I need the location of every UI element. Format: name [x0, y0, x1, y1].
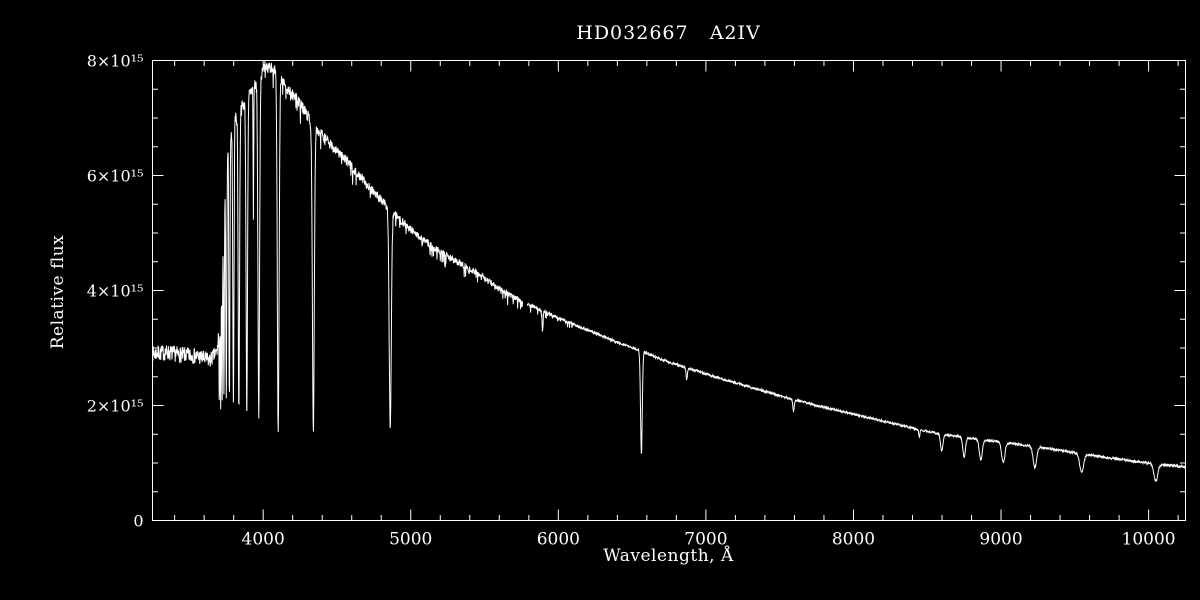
- y-tick-label: 0: [133, 512, 143, 531]
- x-tick-label: 7000: [684, 530, 727, 550]
- x-tick-label: 4000: [242, 530, 285, 550]
- x-tick-label: 10000: [1122, 530, 1176, 550]
- x-tick-label: 5000: [389, 530, 432, 550]
- x-tick-label: 6000: [537, 530, 580, 550]
- x-axis-label: Wavelength, Å: [603, 546, 734, 566]
- y-tick-label: 6×10¹⁵: [87, 167, 144, 186]
- chart-title: HD032667 A2IV: [576, 22, 761, 44]
- y-tick-label: 8×10¹⁵: [87, 52, 144, 71]
- y-tick-label: 4×10¹⁵: [87, 282, 144, 301]
- x-tick-label: 9000: [979, 530, 1022, 550]
- plot-frame: [152, 60, 1186, 521]
- x-tick-label: 8000: [832, 530, 875, 550]
- spectrum-line: [152, 60, 1186, 483]
- y-tick-label: 2×10¹⁵: [87, 397, 144, 416]
